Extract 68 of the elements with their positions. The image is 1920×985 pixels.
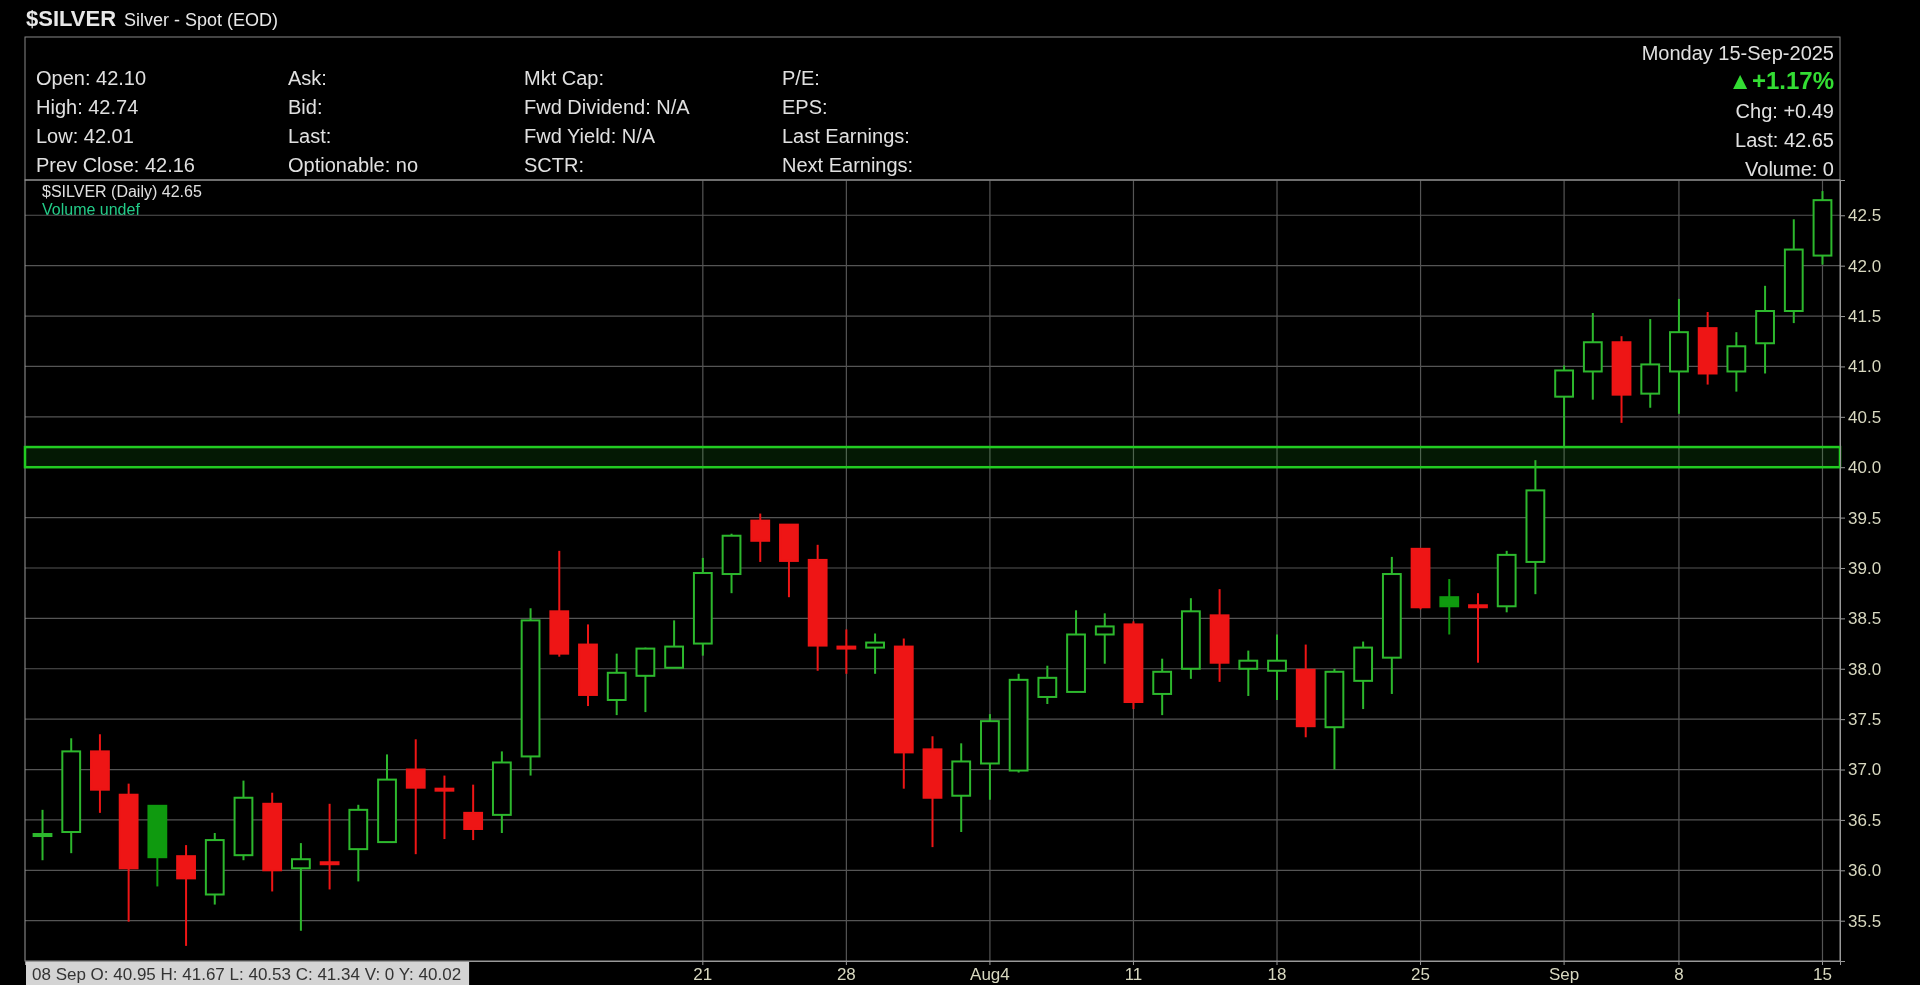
candlestick <box>32 808 53 862</box>
y-tick-label: 41.5 <box>1848 306 1882 326</box>
text: Fwd Dividend: N/A <box>524 96 691 118</box>
y-tick-label: 35.5 <box>1848 911 1882 931</box>
text: ▲+1.17% <box>1728 67 1834 94</box>
y-tick-label: 38.5 <box>1848 609 1882 629</box>
text: Prev Close: 42.16 <box>36 154 195 176</box>
candlestick <box>664 619 685 669</box>
candlestick <box>405 738 426 856</box>
text: Last Earnings: <box>782 125 910 147</box>
text: SCTR: <box>524 154 584 176</box>
candlestick <box>865 632 885 675</box>
y-tick-label: 41.0 <box>1848 357 1882 377</box>
x-tick-label: 28 <box>836 965 856 985</box>
text: Ask: <box>288 67 327 89</box>
text: Open: 42.10 <box>36 67 147 89</box>
x-tick-label: 18 <box>1267 965 1287 985</box>
x-tick-label: 11 <box>1124 965 1143 985</box>
y-tick-label: 42.5 <box>1848 206 1882 226</box>
y-tick-label: 39.5 <box>1848 508 1882 528</box>
text: Bid: <box>288 96 323 118</box>
candlestick <box>1037 664 1058 706</box>
x-tick-label: Aug4 <box>970 965 1010 985</box>
text: EPS: <box>782 96 828 118</box>
candlestick <box>1152 657 1173 717</box>
candlestick <box>463 783 484 842</box>
text: P/E: <box>782 67 820 89</box>
text: Optionable: no <box>288 154 419 176</box>
text: Mkt Cap: <box>524 67 605 89</box>
y-tick-label: 40.0 <box>1848 458 1882 478</box>
candlestick <box>319 802 340 891</box>
x-tick-label: 21 <box>693 965 713 985</box>
text: Last: <box>288 125 332 147</box>
text: Low: 42.01 <box>36 125 134 147</box>
y-tick-label: 37.5 <box>1848 710 1882 730</box>
text: Chg: +0.49 <box>1735 100 1834 122</box>
x-tick-label: 8 <box>1674 965 1684 985</box>
x-tick-label: 15 <box>1813 965 1832 985</box>
text: Monday 15-Sep-2025 <box>1641 42 1834 64</box>
y-tick-label: 42.0 <box>1848 256 1882 276</box>
y-tick-label: 36.5 <box>1848 810 1882 830</box>
y-tick-label: 38.0 <box>1848 659 1882 679</box>
y-tick-label: 37.0 <box>1848 760 1882 780</box>
chart-title: $SILVER <box>26 6 117 31</box>
candlestick <box>750 512 771 563</box>
x-tick-label: Sep <box>1548 965 1580 985</box>
annotation: Volume undef <box>42 201 141 218</box>
candlestick <box>1267 633 1287 701</box>
candlestick <box>836 628 857 675</box>
candlestick <box>1238 649 1259 697</box>
x-tick-label: 25 <box>1411 965 1431 985</box>
text: Volume: 0 <box>1745 158 1834 180</box>
text: Last: 42.65 <box>1735 129 1834 151</box>
text: 08 Sep O: 40.95 H: 41.67 L: 40.53 C: 41.34 V: 0 Y: 40.02 <box>32 965 462 984</box>
text: Next Earnings: <box>782 154 914 176</box>
candlestick <box>434 774 455 841</box>
y-tick-label: 36.0 <box>1848 861 1882 881</box>
y-tick-label: 40.5 <box>1848 407 1882 427</box>
chart-subtitle: Silver - Spot (EOD) <box>124 10 279 30</box>
text: Fwd Yield: N/A <box>524 125 656 147</box>
candlestick <box>1439 578 1460 636</box>
candlestick <box>1468 592 1488 664</box>
candlestick <box>176 844 196 947</box>
text: High: 42.74 <box>36 96 139 118</box>
y-tick-label: 39.0 <box>1848 558 1882 578</box>
annotation: $SILVER (Daily) 42.65 <box>42 183 202 200</box>
candlestick <box>291 842 311 932</box>
candlestick <box>1094 612 1115 665</box>
